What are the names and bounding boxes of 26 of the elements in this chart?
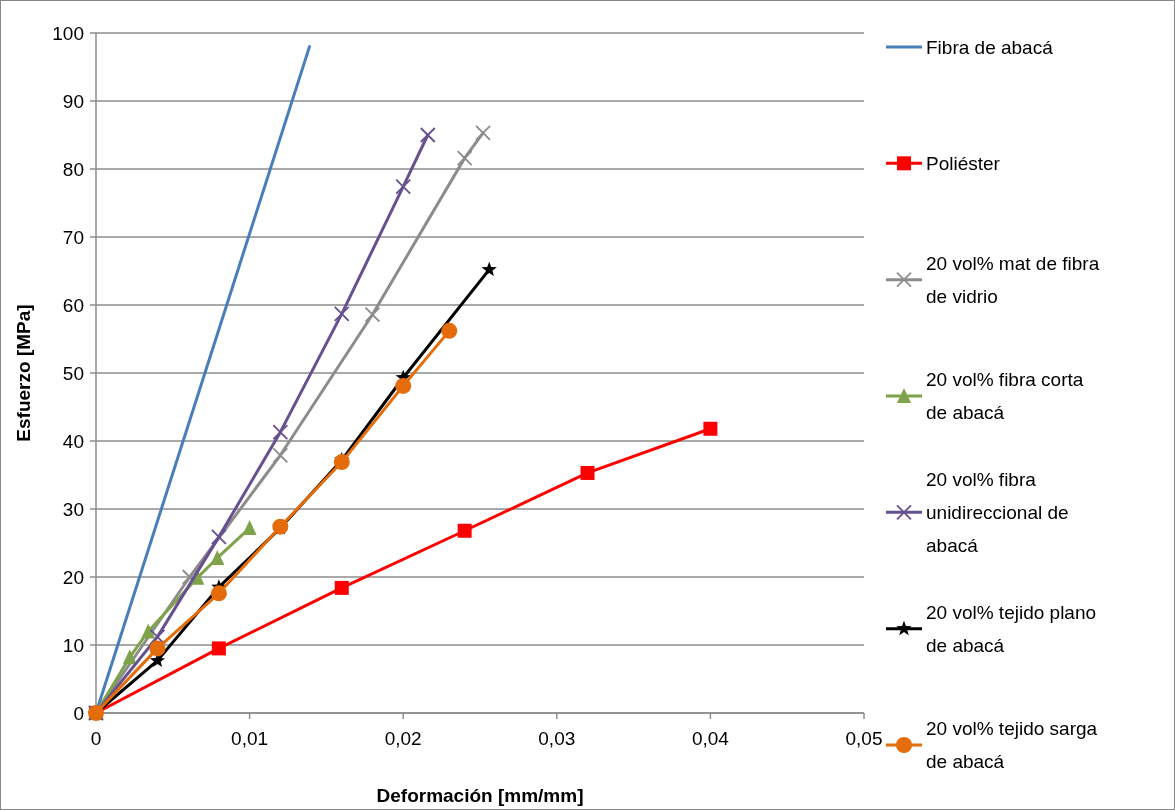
y-tick-label: 80 xyxy=(62,158,84,180)
legend-label: 20 vol% fibra corta de abacá xyxy=(926,369,1084,424)
y-axis-title: Esfuerzo [MPa] xyxy=(13,304,34,442)
y-tick-label: 20 xyxy=(62,566,84,588)
x-axis-title: Deformación [mm/mm] xyxy=(376,785,584,806)
x-tick-label: 0 xyxy=(90,728,102,749)
legend-label: 20 vol% tejido plano de abacá xyxy=(926,601,1097,656)
legend-label: Fibra de abacá xyxy=(926,36,1054,58)
x-tick-label: 0,02 xyxy=(384,728,422,749)
y-tick-label: 60 xyxy=(62,294,84,316)
legend-label: Poliéster xyxy=(926,152,1001,174)
x-tick-label: 0,04 xyxy=(691,728,730,749)
y-tick-label: 100 xyxy=(52,22,84,44)
y-tick-label: 30 xyxy=(62,498,84,520)
x-tick-label: 0,05 xyxy=(845,728,883,749)
y-tick-label: 40 xyxy=(62,430,84,452)
x-tick-label: 0,01 xyxy=(231,728,269,749)
y-tick-label: 50 xyxy=(62,362,84,384)
legend-label: 20 vol% tejido sarga de abacá xyxy=(926,718,1098,773)
x-tick-label: 0,03 xyxy=(538,728,576,749)
legend-label: 20 vol% mat de fibra de vidrio xyxy=(926,252,1100,307)
y-tick-label: 0 xyxy=(73,702,84,724)
y-tick-label: 10 xyxy=(62,634,84,656)
legend-label: 20 vol% fibra unidireccional de abacá xyxy=(926,468,1069,556)
y-tick-label: 70 xyxy=(62,226,84,248)
y-tick-label: 90 xyxy=(62,90,84,112)
